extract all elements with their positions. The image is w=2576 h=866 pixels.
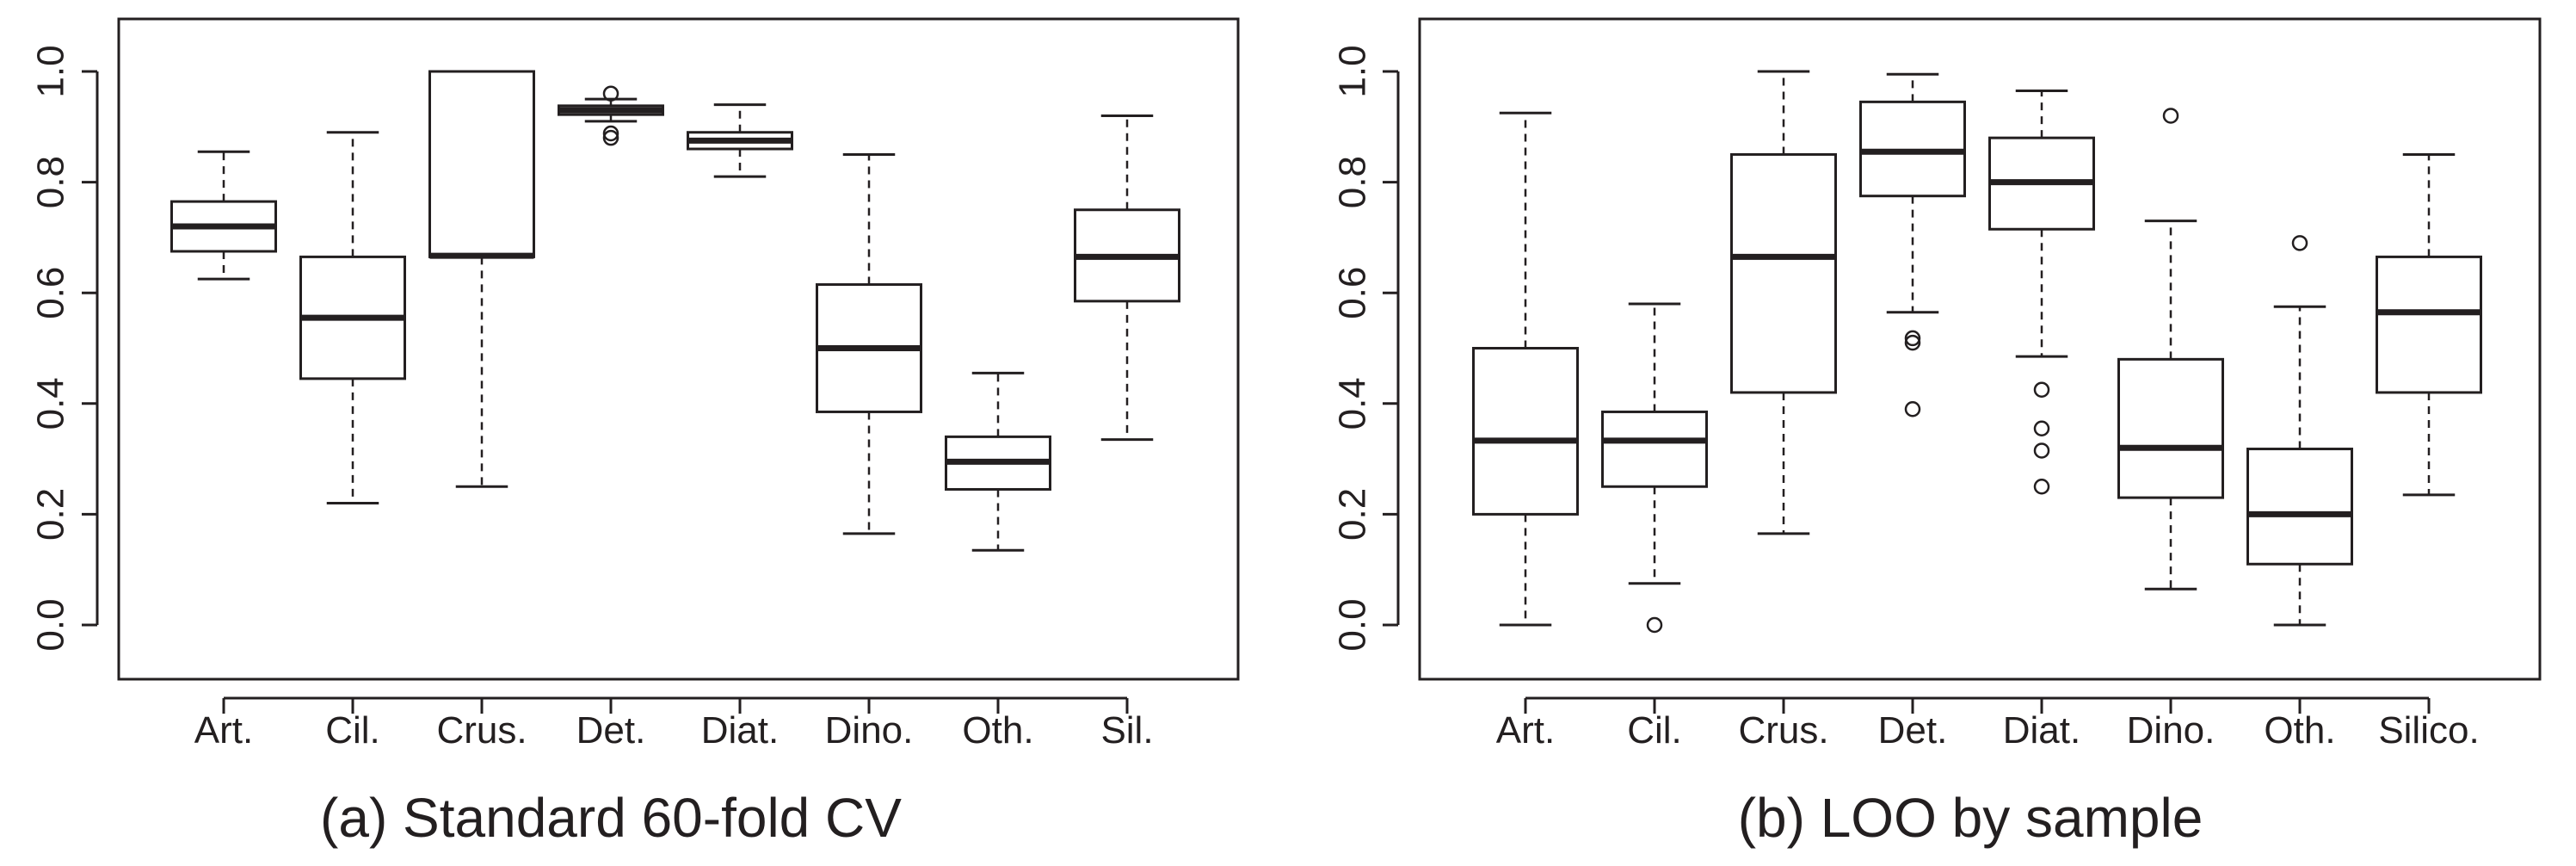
- x-tick-label: Oth.: [962, 709, 1033, 752]
- panel-b-x-axis: Art. Cil. Crus. Det. Diat. Dino. Oth. Silico.: [1496, 696, 2480, 752]
- boxplot-oth: [945, 371, 1051, 552]
- outlier-point: [602, 85, 619, 102]
- y-tick-label: 1.0: [30, 45, 72, 97]
- x-tick-label: Art.: [194, 709, 253, 752]
- iqr-box: [2117, 357, 2224, 499]
- y-tick-label: 1.0: [1332, 45, 1374, 97]
- iqr-box: [1730, 152, 1837, 394]
- boxplot-oth: [2246, 235, 2353, 627]
- x-tick-label: Cil.: [1627, 709, 1682, 752]
- outlier-point: [1646, 616, 1663, 634]
- outlier-point: [1904, 400, 1921, 418]
- x-tick-label: Diat.: [2003, 709, 2080, 752]
- outlier-point: [2033, 420, 2050, 436]
- panel-a: 0.0 0.2 0.4 0.6 0.8 1.0 Art. Cil. Crus. Det. Diat…: [30, 17, 1240, 849]
- iqr-box: [428, 70, 535, 258]
- boxplot-crus: [1730, 70, 1837, 535]
- outlier-point: [602, 125, 619, 142]
- boxplot-silico: [2376, 152, 2482, 497]
- boxplot-diat: [1988, 90, 2095, 495]
- y-tick-label: 0.0: [1332, 598, 1374, 651]
- boxplot-cil: [1601, 302, 1708, 634]
- boxplot-cil: [299, 131, 406, 505]
- x-tick-label: Crus.: [1738, 709, 1828, 752]
- boxplot-dino: [816, 152, 922, 535]
- outlier-point: [2033, 479, 2050, 495]
- outlier-point: [2291, 235, 2308, 251]
- x-tick-label: Silico.: [2378, 709, 2479, 752]
- iqr-box: [2376, 255, 2482, 394]
- x-tick-label: Det.: [576, 709, 646, 752]
- y-tick-label: 0.4: [1332, 377, 1374, 430]
- outlier-point: [602, 129, 619, 146]
- boxplot-det: [1859, 72, 1966, 418]
- y-tick-label: 0.8: [1332, 156, 1374, 208]
- outlier-point: [1904, 334, 1921, 351]
- panel-b-boxes: [1472, 70, 2482, 634]
- y-tick-label: 0.8: [30, 156, 72, 208]
- x-tick-label: Dino.: [825, 709, 914, 752]
- y-tick-label: 0.2: [30, 488, 72, 541]
- y-tick-label: 0.2: [1332, 488, 1374, 541]
- x-tick-label: Sil.: [1100, 709, 1153, 752]
- x-tick-label: Oth.: [2264, 709, 2335, 752]
- panel-a-caption: (a) Standard 60-fold CV: [320, 787, 902, 849]
- boxplot-dino: [2117, 108, 2224, 591]
- x-tick-label: Det.: [1878, 709, 1948, 752]
- boxplot-det: [558, 85, 664, 146]
- x-tick-label: Cil.: [325, 709, 380, 752]
- y-tick-label: 0.0: [30, 598, 72, 651]
- outlier-point: [2033, 442, 2050, 459]
- x-tick-label: Art.: [1496, 709, 1555, 752]
- boxplot-art: [1472, 111, 1579, 627]
- panel-b-y-axis: 0.0 0.2 0.4 0.6 0.8 1.0: [1332, 45, 1400, 652]
- outlier-point: [1904, 330, 1921, 347]
- panel-a-y-axis: 0.0 0.2 0.4 0.6 0.8 1.0: [30, 45, 99, 652]
- iqr-box: [1601, 410, 1708, 488]
- x-tick-label: Crus.: [436, 709, 527, 752]
- y-tick-label: 0.6: [30, 267, 72, 319]
- panel-b-plot-frame: [1418, 17, 2542, 681]
- boxplot-diat: [687, 103, 793, 178]
- boxplot-crus: [428, 70, 535, 488]
- panel-b: 0.0 0.2 0.4 0.6 0.8 1.0 Art. Cil. Crus. Det. Diat…: [1332, 17, 2542, 849]
- y-tick-label: 0.6: [1332, 267, 1374, 319]
- x-tick-label: Diat.: [701, 709, 779, 752]
- boxplot-art: [170, 150, 277, 281]
- panel-a-boxes: [170, 70, 1180, 552]
- panel-a-x-axis: Art. Cil. Crus. Det. Diat. Dino. Oth. Sil.: [194, 696, 1154, 752]
- panel-b-caption: (b) LOO by sample: [1738, 787, 2203, 849]
- boxplot-sil: [1074, 114, 1180, 442]
- outlier-point: [2033, 381, 2050, 398]
- iqr-box: [2246, 448, 2353, 566]
- y-tick-label: 0.4: [30, 377, 72, 430]
- panel-a-plot-frame: [117, 17, 1240, 681]
- iqr-box: [1472, 347, 1579, 516]
- outlier-point: [2162, 108, 2179, 124]
- x-tick-label: Dino.: [2127, 709, 2215, 752]
